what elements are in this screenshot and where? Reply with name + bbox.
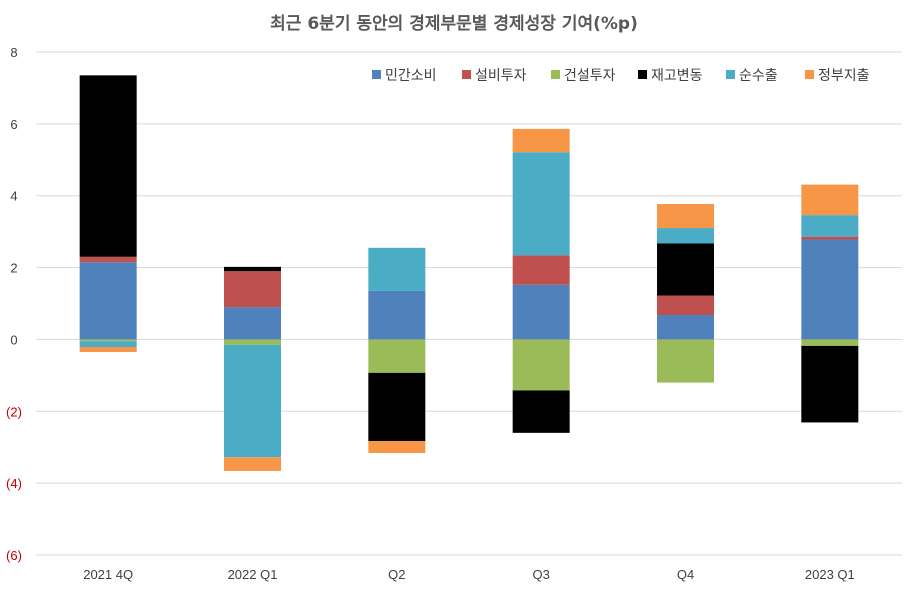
x-tick-label: Q4: [677, 567, 694, 582]
bar-segment-2-1: [224, 339, 281, 345]
bar-segment-0-0: [79, 262, 137, 340]
bar-segment-5-2: [368, 441, 426, 453]
bar-segment-0-2: [368, 290, 426, 340]
bar-segment-4-2: [368, 247, 426, 291]
y-tick-label: 6: [10, 117, 17, 132]
bar-segment-2-2: [368, 339, 426, 373]
x-tick-label: Q2: [388, 567, 405, 582]
legend-swatch: [462, 70, 471, 79]
y-tick-label: 4: [10, 189, 17, 204]
chart-title: 최근 6분기 동안의 경제부문별 경제성장 기여(%p): [270, 14, 638, 34]
bar-segment-4-0: [79, 341, 137, 347]
bar-segment-1-1: [224, 271, 281, 308]
bar-segment-2-3: [512, 339, 570, 391]
x-tick-label: 2021 4Q: [83, 567, 133, 582]
bar-segment-5-4: [657, 203, 714, 229]
bar-segment-3-5: [801, 345, 859, 423]
bar-segment-3-0: [79, 75, 137, 257]
bar-segment-3-2: [368, 372, 426, 442]
x-tick-label: Q3: [532, 567, 549, 582]
bar-segment-1-0: [79, 256, 137, 263]
y-tick-label: 2: [10, 261, 17, 276]
x-axis-ticks: 2021 4Q 2022 Q1 Q2 Q3 Q4 2023 Q1: [83, 567, 855, 582]
bars: [79, 75, 859, 471]
bar-segment-5-1: [224, 457, 281, 471]
legend-label: 건설투자: [564, 68, 616, 84]
bar-segment-5-0: [79, 346, 137, 353]
y-tick-label: 8: [10, 45, 17, 60]
bar-segment-1-4: [657, 295, 714, 315]
bar-segment-4-1: [224, 344, 281, 458]
bar-segment-2-4: [657, 339, 714, 383]
bar-segment-4-3: [512, 152, 570, 256]
bar-segment-1-3: [512, 255, 570, 285]
legend-label: 설비투자: [475, 68, 527, 84]
bar-segment-3-1: [224, 266, 281, 272]
legend-swatch: [805, 70, 814, 79]
bar-segment-5-3: [512, 128, 570, 153]
legend: 민간소비 설비투자 건설투자 재고변동 순수출 정부지출: [372, 68, 870, 84]
bar-segment-0-3: [512, 284, 570, 340]
legend-swatch: [372, 70, 381, 79]
legend-label: 재고변동: [651, 68, 703, 84]
bar-segment-0-1: [224, 307, 281, 340]
legend-swatch: [638, 70, 647, 79]
bar-segment-3-3: [512, 390, 570, 433]
bar-segment-1-5: [801, 236, 859, 240]
bar-segment-0-4: [657, 314, 714, 340]
x-tick-label: 2023 Q1: [805, 567, 855, 582]
bar-segment-2-5: [801, 339, 859, 346]
legend-swatch: [551, 70, 560, 79]
legend-label: 순수출: [739, 68, 778, 84]
legend-label: 민간소비: [385, 68, 437, 84]
legend-swatch: [726, 70, 735, 79]
y-tick-label: (6): [6, 548, 22, 563]
y-axis-ticks: 8 6 4 2 0 (2) (4) (6): [6, 45, 22, 563]
legend-label: 정부지출: [818, 68, 870, 84]
bar-segment-5-5: [801, 184, 859, 216]
bar-segment-0-5: [801, 239, 859, 340]
bar-segment-4-4: [657, 228, 714, 244]
y-tick-label: (4): [6, 476, 22, 491]
gridlines: [36, 51, 902, 556]
bar-segment-3-4: [657, 243, 714, 296]
bar-segment-4-5: [801, 215, 859, 237]
y-tick-label: (2): [6, 404, 22, 419]
bar-segment-2-0: [79, 339, 137, 342]
y-tick-label: 0: [10, 332, 17, 347]
x-tick-label: 2022 Q1: [228, 567, 278, 582]
